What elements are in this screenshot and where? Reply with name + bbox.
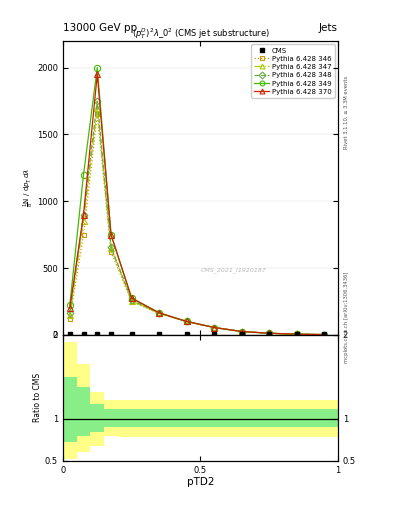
Y-axis label: Ratio to CMS: Ratio to CMS xyxy=(33,373,42,422)
Text: Jets: Jets xyxy=(319,23,338,33)
Text: mcplots.cern.ch [arXiv:1306.3436]: mcplots.cern.ch [arXiv:1306.3436] xyxy=(344,272,349,363)
Text: Rivet 3.1.10, ≥ 3.3M events: Rivet 3.1.10, ≥ 3.3M events xyxy=(344,76,349,150)
Text: 13000 GeV pp: 13000 GeV pp xyxy=(63,23,137,33)
Legend: CMS, Pythia 6.428 346, Pythia 6.428 347, Pythia 6.428 348, Pythia 6.428 349, Pyt: CMS, Pythia 6.428 346, Pythia 6.428 347,… xyxy=(251,45,334,98)
Y-axis label: $\mathrm{\frac{1}{d}N}$ / $\mathrm{d}p_T\,d\lambda$: $\mathrm{\frac{1}{d}N}$ / $\mathrm{d}p_T… xyxy=(22,168,36,207)
Text: CMS_2021_I1920187: CMS_2021_I1920187 xyxy=(200,267,266,273)
Title: $(p_T^D)^2\lambda\_0^2$ (CMS jet substructure): $(p_T^D)^2\lambda\_0^2$ (CMS jet substru… xyxy=(132,26,269,41)
X-axis label: pTD2: pTD2 xyxy=(187,477,214,487)
